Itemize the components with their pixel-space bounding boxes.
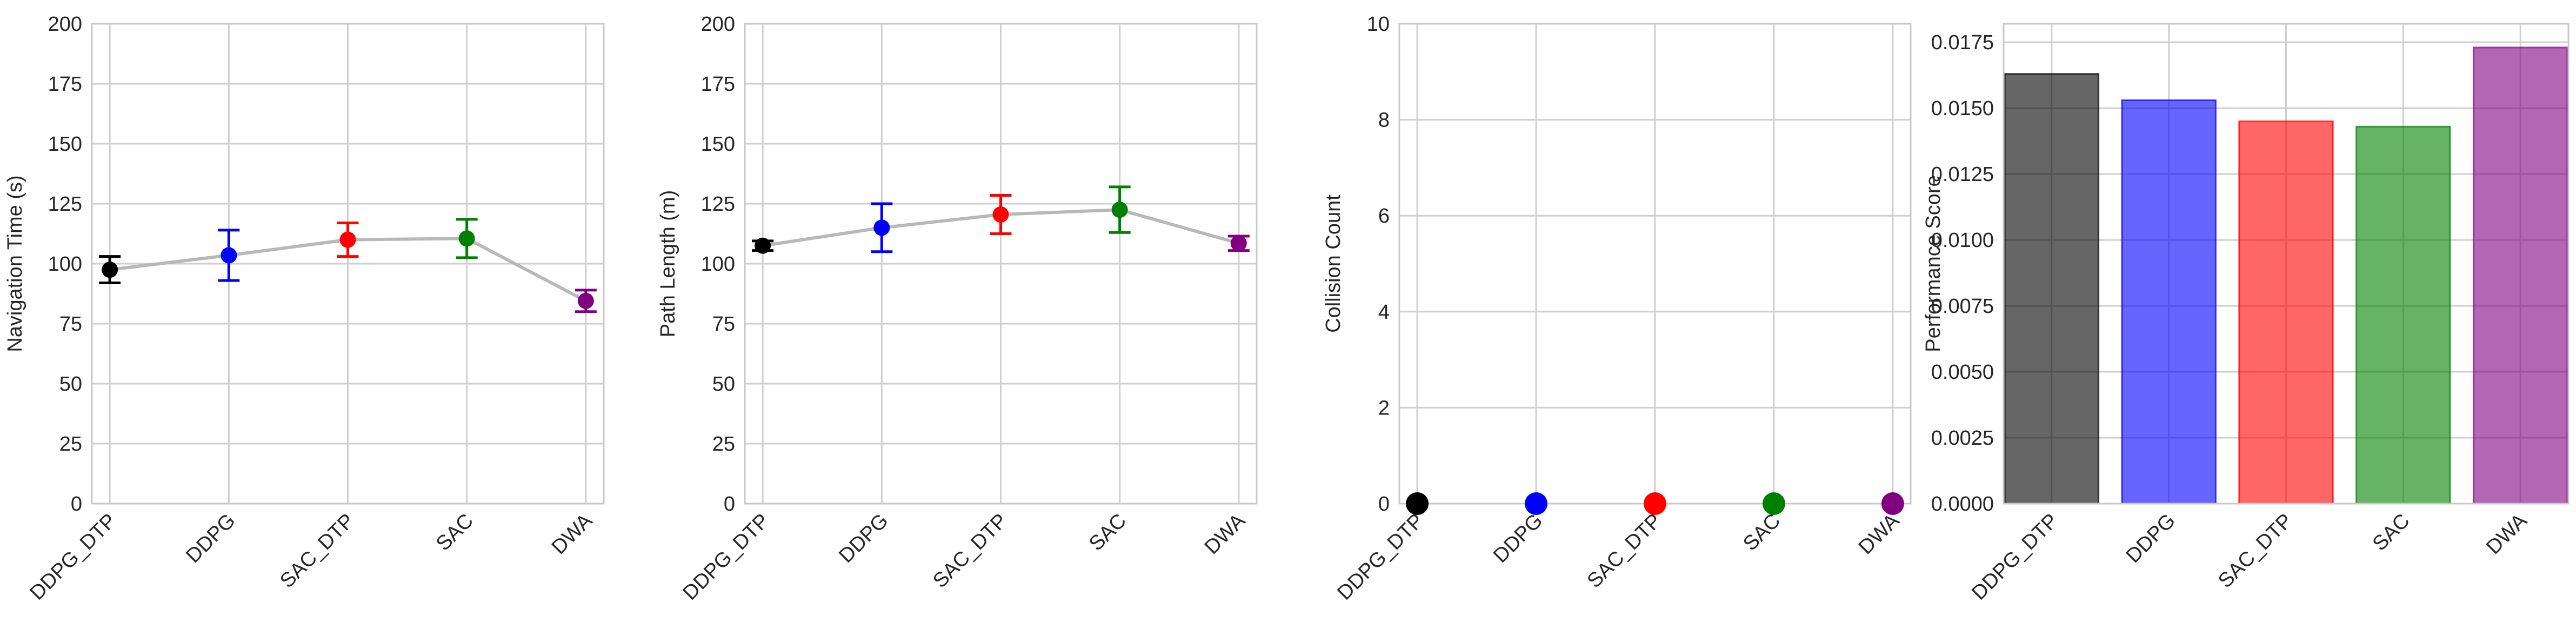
x-tick-label: SAC: [2368, 510, 2414, 556]
x-tick-label: DDPG: [2122, 510, 2180, 567]
y-tick-label: 0.0025: [1931, 427, 1994, 450]
y-tick-label: 0: [724, 493, 735, 516]
x-tick-label: DDPG_DTP: [25, 510, 121, 605]
y-tick-label: 0.0100: [1931, 229, 1994, 252]
x-tick-label: DDPG_DTP: [678, 510, 773, 605]
data-point-sac: [1111, 202, 1128, 218]
y-tick-label: 0.0000: [1931, 493, 1994, 516]
y-tick-label: 100: [48, 253, 82, 276]
data-point-sac-dtp: [992, 206, 1009, 223]
y-tick-label: 0.0175: [1931, 31, 1994, 54]
data-point-dwa: [1230, 235, 1247, 252]
x-tick-label: DDPG: [835, 510, 892, 567]
chart-panel-4: 0.0000 0.0025 0.0050 0.0075 0.0100 0.0125 0.01…: [1922, 23, 2570, 605]
data-point-dwa: [1881, 492, 1904, 515]
y-tick-label: 25: [59, 433, 82, 456]
y-tick-label: 100: [701, 253, 735, 276]
x-tick-label: SAC: [432, 510, 478, 556]
y-tick-label: 150: [48, 133, 82, 156]
data-point-dwa: [577, 292, 594, 309]
data-point-ddpg-dtp: [1406, 492, 1429, 515]
bar-ddpg: [2121, 99, 2217, 505]
data-point-ddpg-dtp: [102, 262, 118, 278]
data-point-sac: [458, 230, 475, 247]
y-tick-label: 2: [1378, 397, 1390, 419]
plot-frame: [91, 23, 605, 505]
data-point-ddpg-dtp: [755, 237, 771, 254]
y-tick-label: 125: [701, 193, 735, 216]
plot-frame: [744, 23, 1258, 505]
y-tick-label: 50: [712, 373, 735, 396]
y-tick-label: 6: [1378, 205, 1390, 227]
y-tick-label: 0.0150: [1931, 97, 1994, 120]
x-tick-label: SAC_DTP: [929, 510, 1012, 593]
y-tick-label: 4: [1378, 301, 1390, 324]
y-tick-label: 0: [1378, 493, 1390, 516]
y-tick-label: 8: [1378, 109, 1390, 132]
plot-frame: [2003, 23, 2570, 505]
y-tick-label: 125: [48, 193, 82, 216]
y-tick-label: 150: [701, 133, 735, 156]
x-tick-label: DDPG: [182, 510, 239, 567]
y-tick-label: 75: [712, 313, 735, 336]
y-tick-label: 75: [59, 313, 82, 336]
y-tick-label: 175: [48, 73, 82, 96]
y-tick-label: 0.0075: [1931, 295, 1994, 318]
x-tick-label: DWA: [548, 509, 597, 559]
y-tick-label: 25: [712, 433, 735, 456]
y-tick-label: 0.0050: [1931, 361, 1994, 384]
data-point-sac: [1762, 492, 1785, 515]
x-tick-label: DDPG: [1489, 510, 1547, 567]
bar-dwa: [2472, 46, 2568, 505]
x-tick-label: DWA: [1200, 509, 1250, 559]
y-tick-label: 175: [701, 73, 735, 96]
data-point-ddpg: [873, 219, 890, 236]
chart-panel-1: 0 25 50 75 100 125 150 175 200 DDPG_DTP DDPG SAC_DT…: [4, 13, 605, 605]
y-axis-label: Path Length (m): [657, 190, 679, 337]
y-tick-label: 0.0125: [1931, 163, 1994, 186]
bar-sac-dtp: [2238, 121, 2334, 505]
chart-panel-2: 0 25 50 75 100 125 150 175 200 DDPG_DTP DDPG SAC_DT…: [657, 13, 1258, 605]
data-point-sac-dtp: [1644, 492, 1666, 515]
data-point-ddpg: [221, 247, 237, 264]
chart-panel-3: 0 2 4 6 8 10 DDPG_DTP DDPG SAC_DTP SAC DWA Collisio…: [1322, 13, 1912, 605]
y-axis-label: Performance Score: [1922, 175, 1945, 352]
x-tick-label: SAC: [1739, 510, 1785, 556]
x-tick-label: DWA: [2482, 509, 2532, 559]
y-tick-label: 200: [701, 13, 735, 36]
y-tick-label: 10: [1367, 13, 1390, 36]
x-tick-label: DWA: [1854, 509, 1904, 559]
x-tick-label: SAC_DTP: [1583, 510, 1666, 593]
x-tick-label: DDPG_DTP: [1333, 510, 1428, 605]
y-axis-label: Navigation Time (s): [4, 175, 26, 352]
x-tick-label: DDPG_DTP: [1967, 510, 2063, 605]
x-tick-label: SAC: [1085, 510, 1131, 556]
y-tick-label: 0: [71, 493, 82, 516]
x-tick-label: SAC_DTP: [276, 510, 359, 593]
y-axis-label: Collision Count: [1322, 195, 1345, 333]
bar-sac: [2355, 125, 2451, 505]
y-tick-label: 50: [59, 373, 82, 396]
data-point-ddpg: [1525, 492, 1548, 515]
bar-ddpg-dtp: [2004, 73, 2100, 505]
x-tick-label: SAC_DTP: [2214, 510, 2297, 593]
data-point-sac-dtp: [339, 231, 356, 248]
y-tick-label: 200: [48, 13, 82, 36]
